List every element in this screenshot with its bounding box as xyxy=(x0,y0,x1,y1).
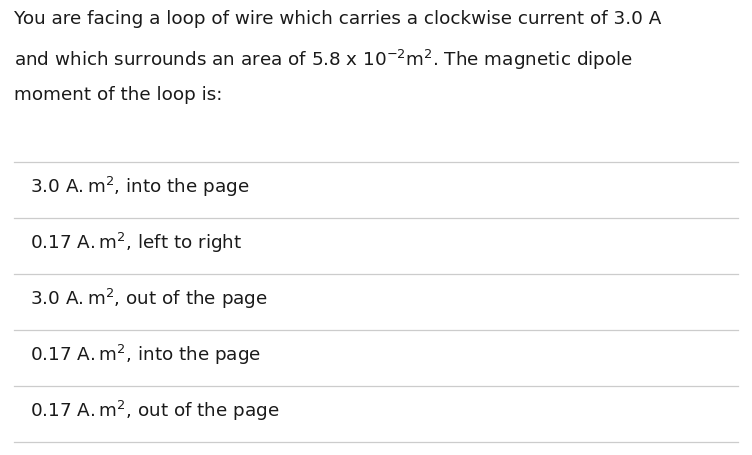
Text: 0.17 A. m$^2$, left to right: 0.17 A. m$^2$, left to right xyxy=(30,230,242,254)
Text: moment of the loop is:: moment of the loop is: xyxy=(14,86,223,104)
Text: You are facing a loop of wire which carries a clockwise current of 3.0 A: You are facing a loop of wire which carr… xyxy=(14,10,661,28)
Text: 3.0 A. m$^2$, into the page: 3.0 A. m$^2$, into the page xyxy=(30,174,250,198)
Text: and which surrounds an area of 5.8 x $10^{-2}$m$^2$. The magnetic dipole: and which surrounds an area of 5.8 x $10… xyxy=(14,48,633,72)
Text: 0.17 A. m$^2$, into the page: 0.17 A. m$^2$, into the page xyxy=(30,342,261,366)
Text: 3.0 A. m$^2$, out of the page: 3.0 A. m$^2$, out of the page xyxy=(30,286,268,310)
Text: 0.17 A. m$^2$, out of the page: 0.17 A. m$^2$, out of the page xyxy=(30,398,280,422)
